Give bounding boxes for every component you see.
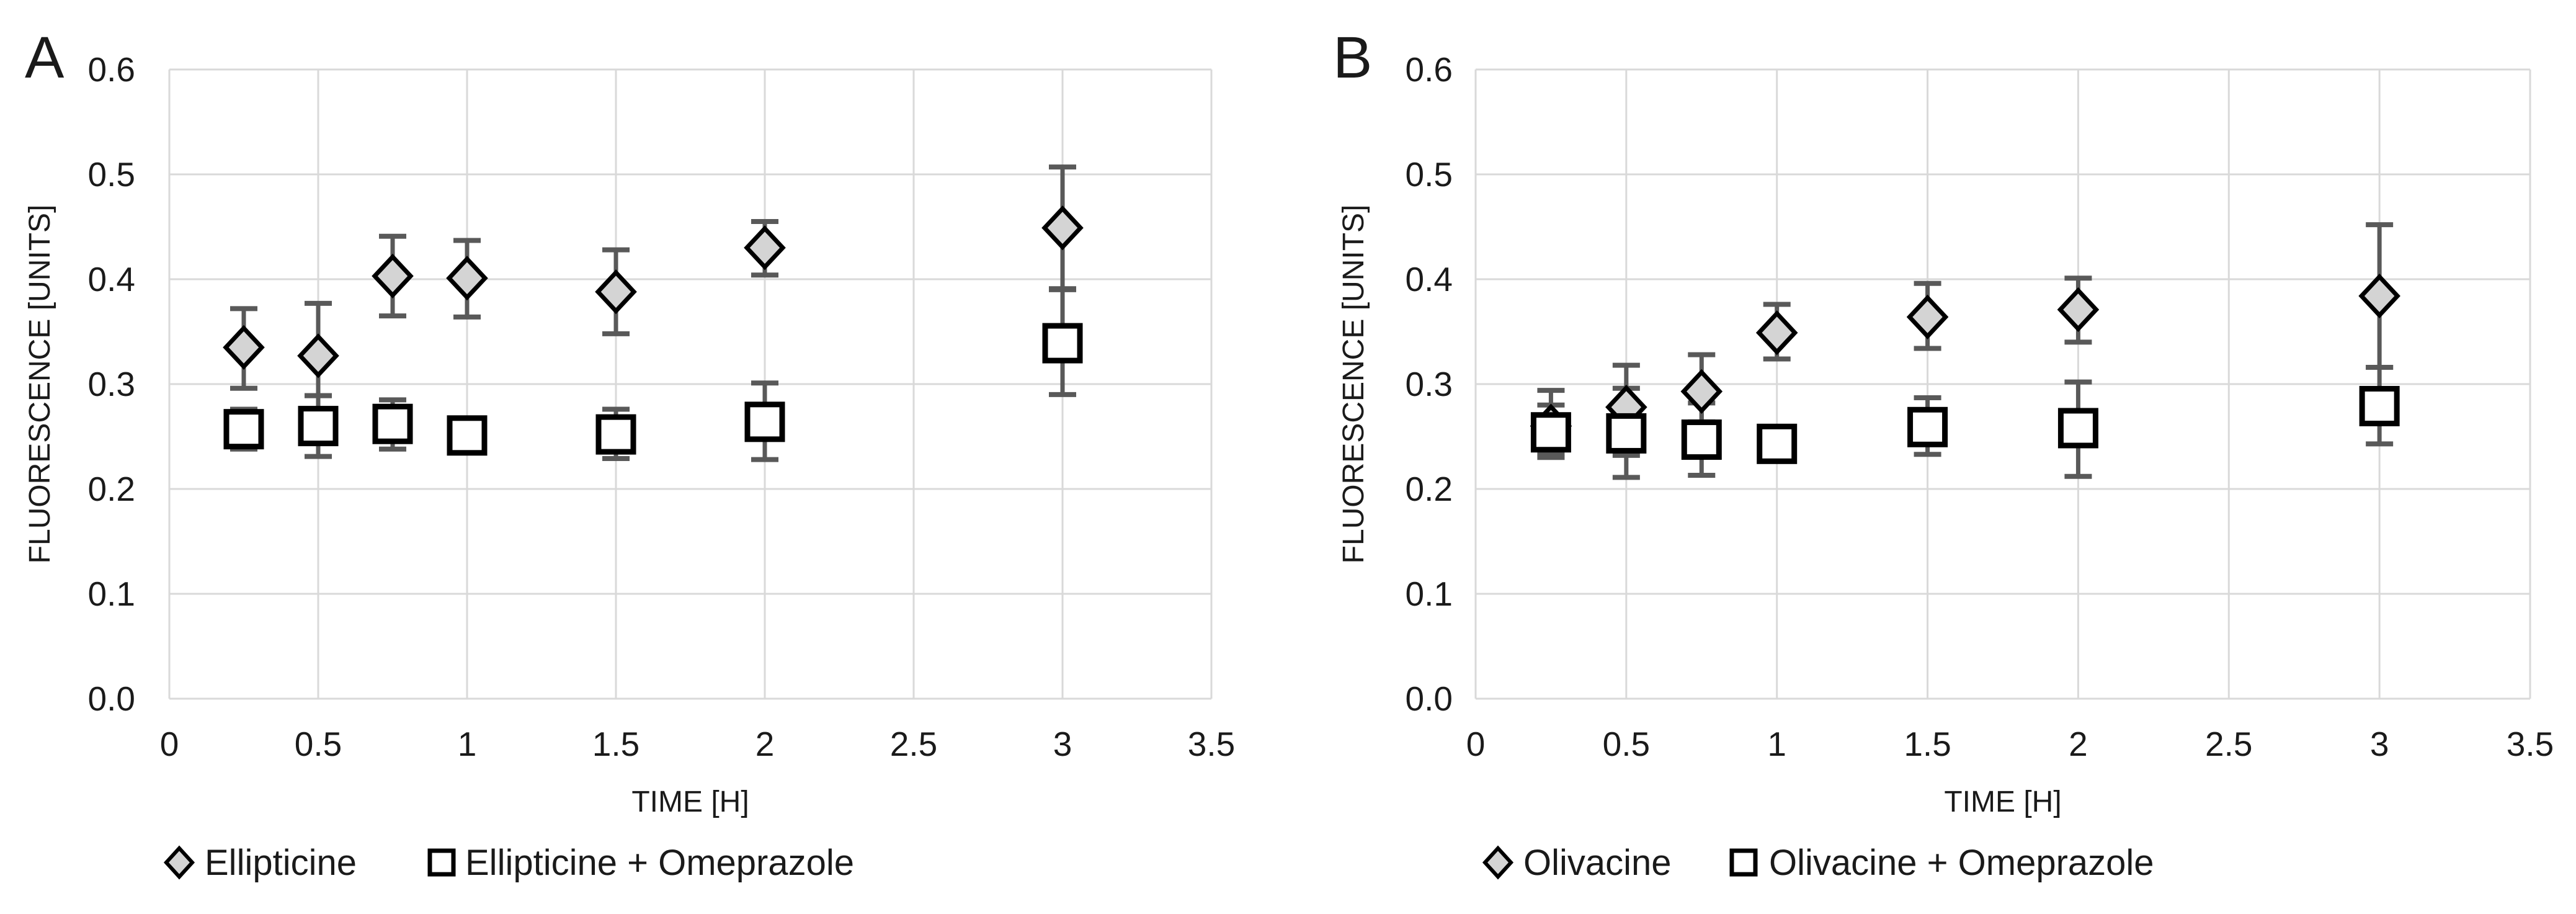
data-point-square bbox=[595, 414, 636, 455]
legend-label: Olivacine bbox=[1523, 843, 1672, 883]
y-tick-label: 0.2 bbox=[1406, 470, 1453, 508]
data-point-diamond bbox=[297, 333, 339, 379]
data-point-square bbox=[1530, 412, 1571, 453]
legend-diamond-marker bbox=[1482, 845, 1514, 880]
y-tick-label: 0.0 bbox=[88, 679, 135, 718]
data-point-square bbox=[2359, 385, 2400, 426]
y-tick-label: 0.1 bbox=[1406, 575, 1453, 613]
data-point-square bbox=[223, 409, 264, 450]
y-tick-label: 0.1 bbox=[88, 575, 135, 613]
y-axis-title: FLUORESCENCE [UNITS] bbox=[24, 205, 56, 564]
data-point-diamond bbox=[372, 253, 414, 299]
data-point-square bbox=[1042, 323, 1083, 364]
data-point-diamond bbox=[1680, 369, 1723, 414]
legend-square-marker bbox=[427, 848, 456, 877]
data-point-diamond bbox=[1041, 205, 1084, 251]
panel-letter: A bbox=[25, 25, 65, 91]
data-point-diamond bbox=[744, 225, 786, 271]
data-point-diamond bbox=[1755, 310, 1798, 356]
data-point-square bbox=[1606, 413, 1647, 454]
x-tick-label: 0 bbox=[1466, 725, 1486, 763]
x-tick-label: 3 bbox=[2370, 725, 2389, 763]
legend-label: Olivacine + Omeprazole bbox=[1769, 843, 2154, 883]
x-tick-label: 1.5 bbox=[592, 725, 640, 763]
y-tick-label: 0.2 bbox=[88, 470, 135, 508]
y-tick-label: 0.4 bbox=[1406, 260, 1453, 298]
data-point-diamond bbox=[2057, 287, 2100, 333]
data-point-square bbox=[744, 401, 785, 442]
x-tick-label: 1 bbox=[458, 725, 477, 763]
x-tick-label: 2 bbox=[755, 725, 775, 763]
y-tick-label: 0.5 bbox=[1406, 155, 1453, 194]
panel-a-chart: 0.0 0.1 0.2 0.3 0.4 0.5 0.6 0 0.5 1 1.5 2 2.5 3 3.5 TIM… bbox=[24, 25, 1235, 883]
x-tick-label: 2.5 bbox=[890, 725, 937, 763]
data-point-square bbox=[298, 406, 339, 447]
x-tick-label: 0.5 bbox=[295, 725, 342, 763]
panel-letter: B bbox=[1333, 25, 1372, 91]
legend-diamond-marker bbox=[163, 845, 195, 880]
y-tick-label: 0.0 bbox=[1406, 679, 1453, 718]
panel-a: 0.0 0.1 0.2 0.3 0.4 0.5 0.6 0 0.5 1 1.5 2 2.5 3 3.5 TIM… bbox=[24, 25, 1235, 883]
y-tick-label: 0.6 bbox=[88, 50, 135, 89]
x-tick-label: 3.5 bbox=[2507, 725, 2554, 763]
data-point-square bbox=[447, 415, 488, 456]
data-point-diamond bbox=[223, 325, 265, 370]
legend-label: Ellipticine bbox=[205, 843, 357, 883]
x-tick-label: 2.5 bbox=[2205, 725, 2252, 763]
x-tick-label: 0.5 bbox=[1603, 725, 1650, 763]
data-point-diamond bbox=[2358, 273, 2400, 319]
y-tick-label: 0.5 bbox=[88, 155, 135, 194]
data-point-square bbox=[1907, 406, 1948, 447]
data-point-diamond bbox=[446, 256, 488, 301]
y-tick-label: 0.6 bbox=[1406, 50, 1453, 89]
data-point-square bbox=[1757, 423, 1798, 464]
legend-label: Ellipticine + Omeprazole bbox=[465, 843, 854, 883]
data-point-square bbox=[1681, 419, 1722, 460]
y-tick-label: 0.4 bbox=[88, 260, 135, 298]
x-tick-label: 1.5 bbox=[1904, 725, 1951, 763]
panel-b: 0.0 0.1 0.2 0.3 0.4 0.5 0.6 0 0.5 1 1.5 2 2.5 3 3.5 TIM… bbox=[1288, 0, 2575, 914]
x-tick-label: 2 bbox=[2069, 725, 2088, 763]
y-tick-label: 0.3 bbox=[1406, 365, 1453, 403]
data-point-diamond bbox=[595, 269, 637, 315]
x-axis-title: TIME [H] bbox=[631, 786, 749, 818]
y-axis-title: FLUORESCENCE [UNITS] bbox=[1337, 205, 1370, 564]
panel-b-chart: 0.0 0.1 0.2 0.3 0.4 0.5 0.6 0 0.5 1 1.5 2 2.5 3 3.5 TIM… bbox=[1333, 25, 2554, 883]
x-tick-label: 0 bbox=[160, 725, 179, 763]
x-tick-label: 3 bbox=[1053, 725, 1072, 763]
x-axis-title: TIME [H] bbox=[1944, 786, 2061, 818]
data-point-square bbox=[2057, 408, 2098, 449]
x-tick-label: 3.5 bbox=[1188, 725, 1235, 763]
legend-square-marker bbox=[1729, 848, 1758, 877]
data-point-square bbox=[372, 403, 413, 444]
x-tick-label: 1 bbox=[1767, 725, 1786, 763]
data-point-diamond bbox=[1906, 294, 1949, 339]
y-tick-label: 0.3 bbox=[88, 365, 135, 403]
